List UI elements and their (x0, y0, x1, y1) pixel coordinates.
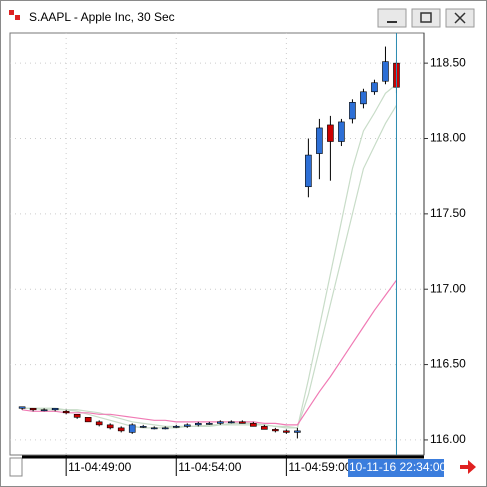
candle-body (338, 121, 345, 142)
candle-body (349, 102, 356, 120)
candle-body (205, 423, 213, 425)
cursor-label: 10-11-16 22:34:00 (349, 460, 447, 474)
y-tick-label: 117.00 (430, 281, 466, 295)
candle-body (272, 429, 279, 432)
app-icon (9, 10, 14, 15)
candle-body (217, 421, 224, 424)
candle-body (18, 406, 26, 409)
moving-average (22, 105, 397, 429)
candle-body (283, 430, 290, 433)
candle-body (239, 421, 246, 424)
y-tick-label: 118.50 (430, 55, 466, 69)
scroll-arrow[interactable] (460, 460, 476, 474)
candle-body (371, 82, 378, 93)
candle-body (327, 124, 334, 142)
x-tick-label: 11-04:49:00 (68, 460, 131, 474)
candle-body (382, 61, 389, 82)
window-title: S.AAPL - Apple Inc, 30 Sec (29, 10, 175, 24)
close-button[interactable] (445, 8, 475, 28)
candle-body (360, 91, 367, 105)
candle-body (117, 427, 125, 432)
candle-body (62, 410, 70, 414)
x-tick-label: 11-04:59:00 (288, 460, 351, 474)
y-tick-label: 116.00 (430, 432, 466, 446)
candle-body (316, 127, 323, 154)
candle-body (84, 417, 92, 423)
scroll-box[interactable] (9, 457, 23, 477)
candle-body (106, 424, 114, 429)
candle-body (250, 423, 257, 427)
app-icon (15, 15, 20, 20)
candle-body (139, 426, 147, 428)
candle-body (305, 154, 312, 188)
candle-body (228, 421, 235, 424)
candle-body (194, 423, 202, 426)
candle-body (294, 430, 301, 433)
candle-body (51, 407, 59, 411)
candle-body (150, 427, 158, 430)
minimize-button[interactable] (377, 8, 407, 28)
candle-body (161, 427, 169, 430)
candle-body (172, 426, 180, 428)
candle-body (261, 426, 268, 430)
y-tick-label: 116.50 (430, 357, 466, 371)
candle-body (29, 407, 37, 411)
maximize-button[interactable] (411, 8, 441, 28)
cursor-label-bg (348, 459, 444, 477)
candle-body (183, 424, 191, 427)
y-tick-label: 117.50 (430, 206, 466, 220)
x-tick-label: 11-04:54:00 (178, 460, 241, 474)
candle-body (40, 409, 48, 412)
candle-body (73, 414, 81, 418)
candle-body (95, 421, 103, 426)
candle-body (128, 424, 136, 433)
y-tick-label: 118.00 (430, 131, 466, 145)
